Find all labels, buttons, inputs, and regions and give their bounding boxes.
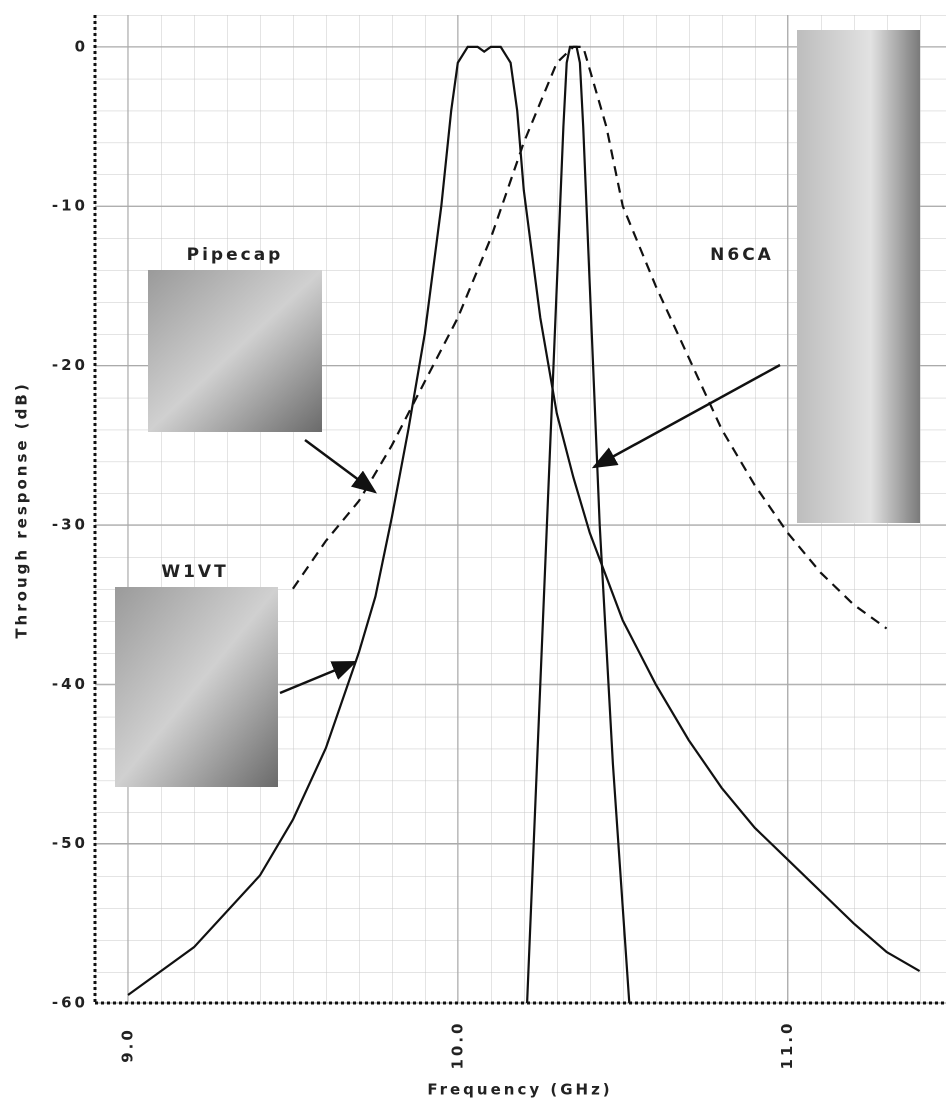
y-tick-label: -50 (52, 834, 88, 852)
y-tick-label: -30 (52, 515, 88, 533)
series-line (127, 45, 921, 996)
photo (148, 270, 322, 432)
y-tick-label: -10 (52, 197, 88, 215)
y-tick-label: 0 (75, 37, 88, 55)
photo (115, 587, 278, 787)
photo (797, 30, 920, 523)
y-tick-label: -60 (52, 994, 88, 1012)
annotation: Pipecap (187, 245, 284, 265)
y-tick-label: -20 (52, 356, 88, 374)
x-tick-label: 11.0 (778, 1020, 796, 1069)
arrow (591, 363, 781, 469)
x-tick-label: 10.0 (448, 1020, 466, 1069)
annotation: W1VT (161, 562, 228, 582)
y-tick-label: -40 (52, 675, 88, 693)
annotation: N6CA (710, 245, 774, 265)
y-axis-label: Through response (dB) (13, 381, 31, 638)
x-axis-label: Frequency (GHz) (427, 1081, 612, 1099)
arrow (279, 660, 358, 695)
x-tick-label: 9.0 (118, 1027, 136, 1063)
arrow (304, 438, 378, 494)
